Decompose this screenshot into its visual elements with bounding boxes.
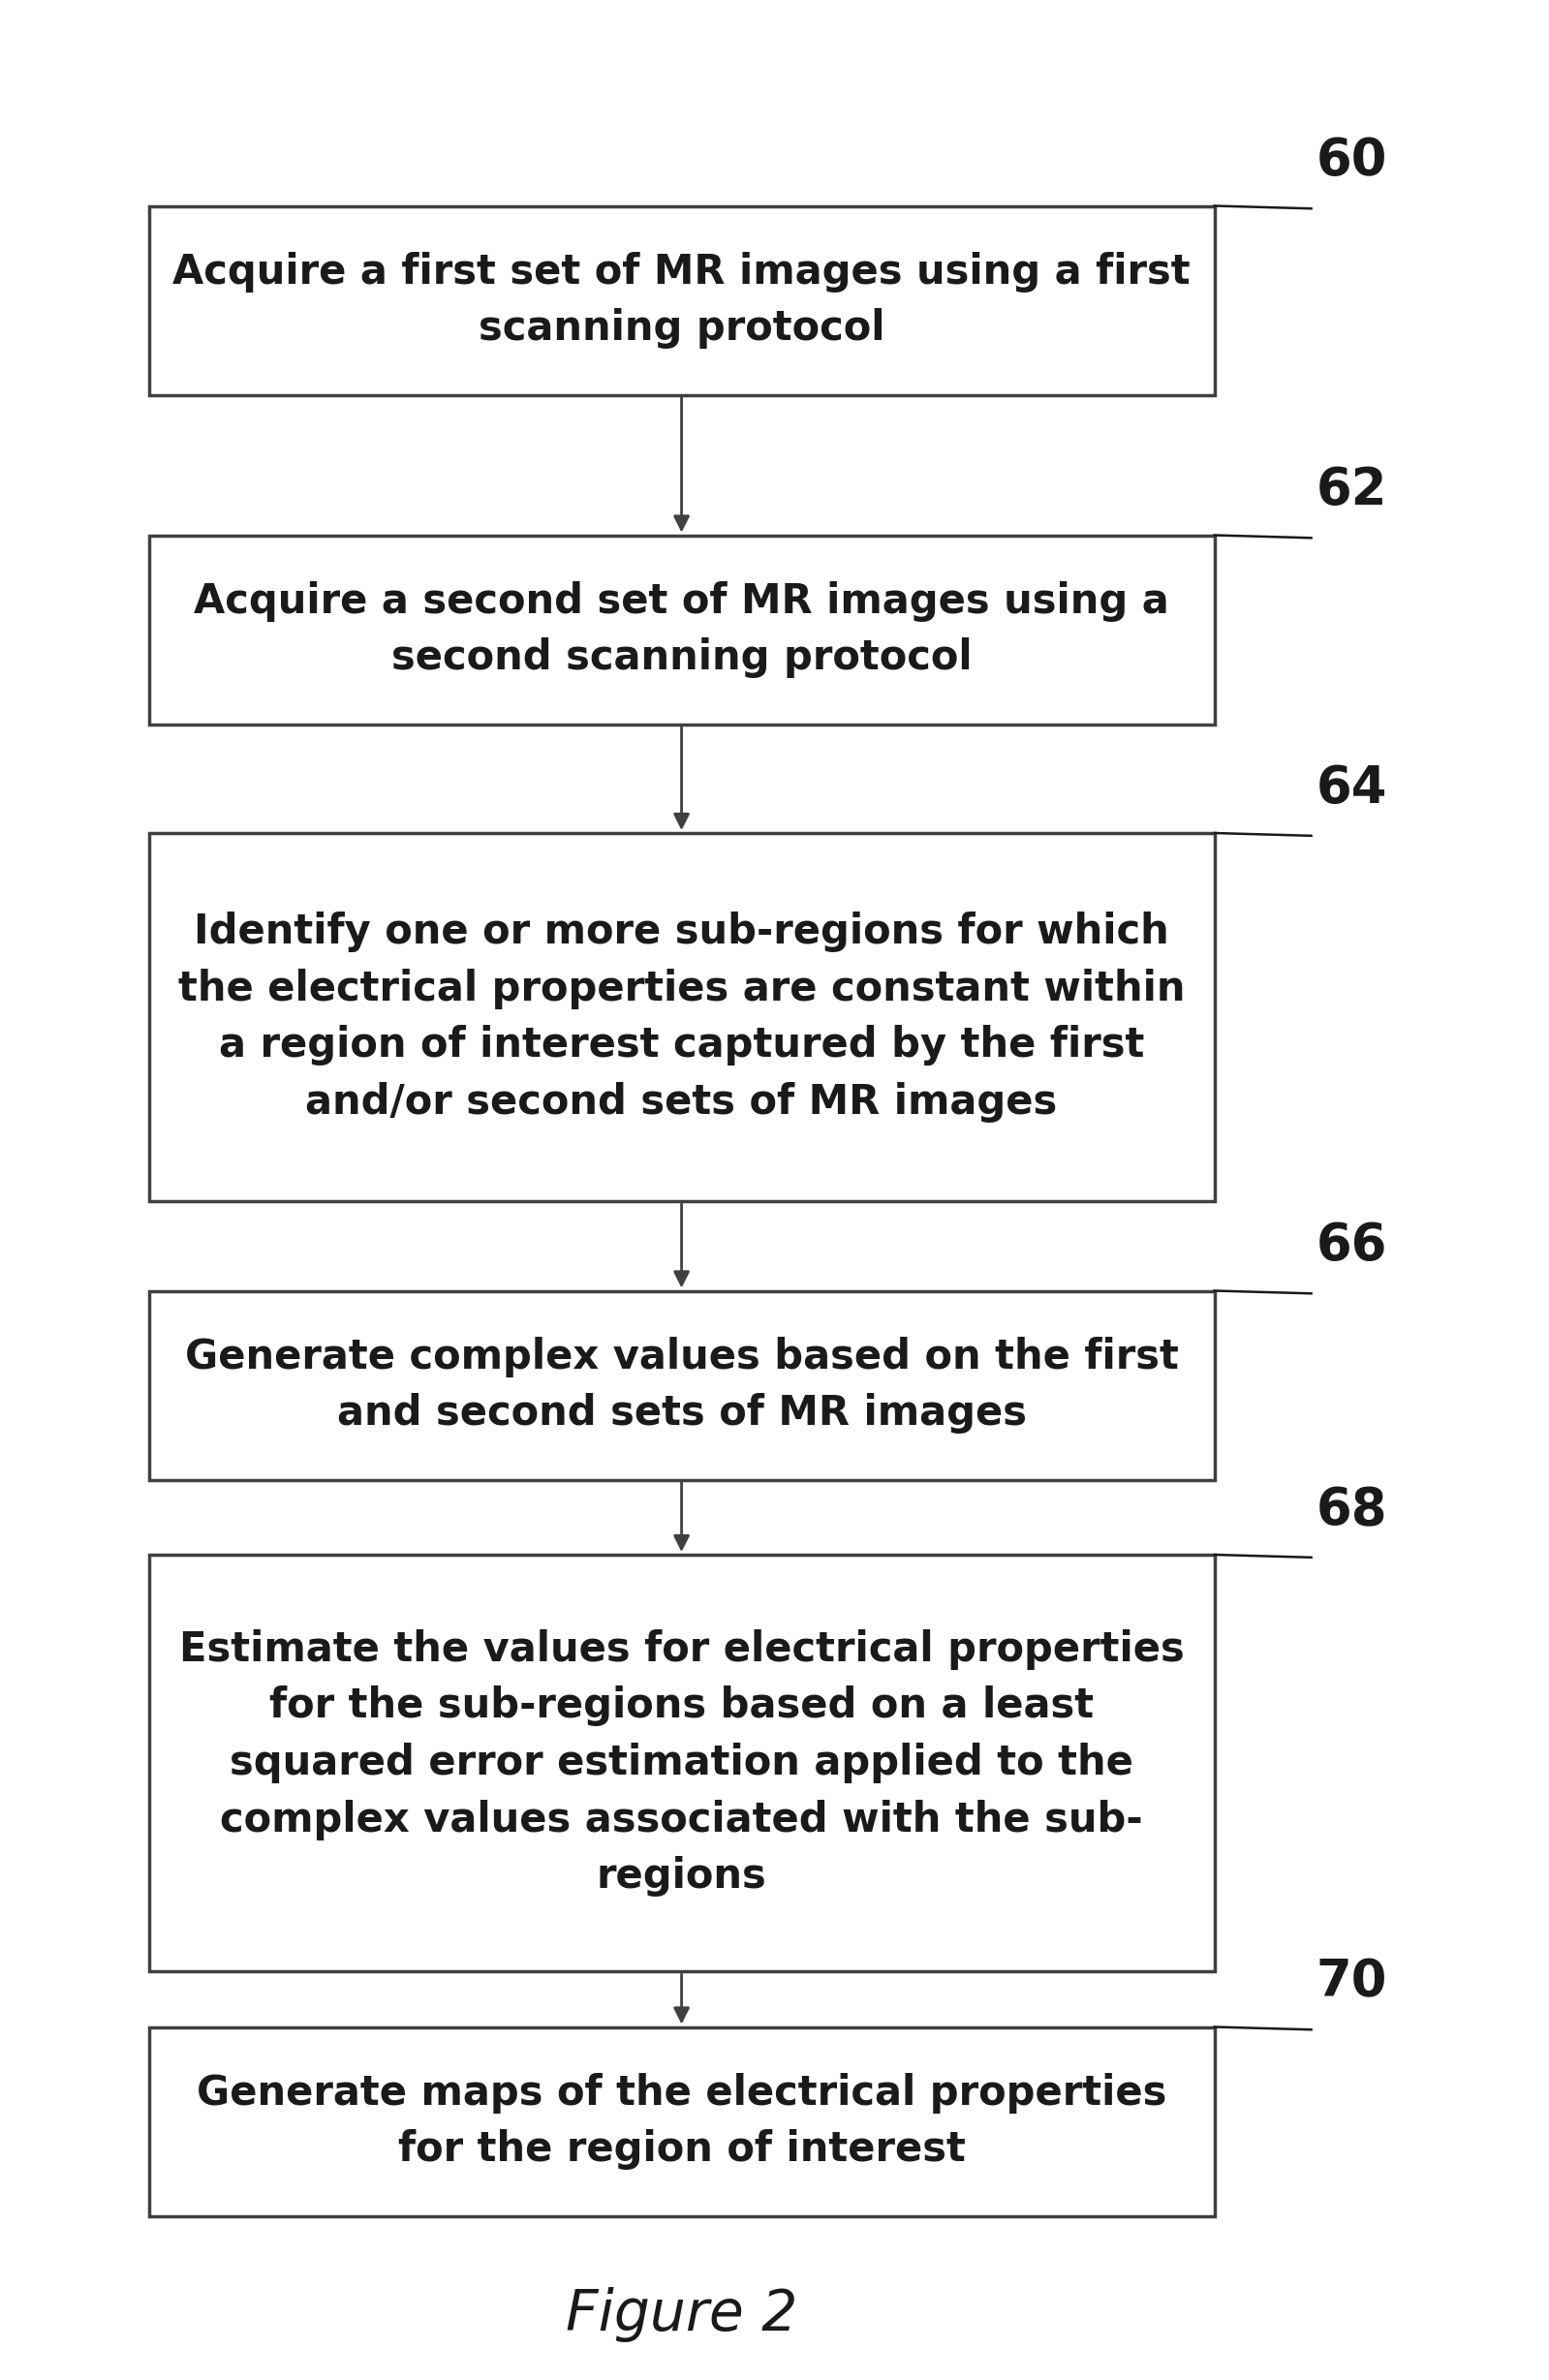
Text: 66: 66 bbox=[1317, 1221, 1388, 1271]
Bar bbox=[149, 205, 1214, 395]
Text: Acquire a first set of MR images using a first
scanning protocol: Acquire a first set of MR images using a… bbox=[172, 252, 1191, 350]
Text: 64: 64 bbox=[1317, 764, 1388, 814]
Text: 68: 68 bbox=[1317, 1485, 1388, 1535]
Text: Figure 2: Figure 2 bbox=[565, 2287, 798, 2342]
Text: 60: 60 bbox=[1317, 136, 1388, 186]
Text: Identify one or more sub-regions for which
the electrical properties are constan: Identify one or more sub-regions for whi… bbox=[178, 912, 1185, 1123]
Bar bbox=[149, 833, 1214, 1202]
Bar bbox=[149, 2028, 1214, 2216]
Text: Generate maps of the electrical properties
for the region of interest: Generate maps of the electrical properti… bbox=[197, 2073, 1166, 2171]
Bar bbox=[149, 1554, 1214, 1971]
Bar bbox=[149, 536, 1214, 724]
Text: Acquire a second set of MR images using a
second scanning protocol: Acquire a second set of MR images using … bbox=[194, 581, 1169, 678]
Text: 70: 70 bbox=[1317, 1956, 1388, 2009]
Text: Generate complex values based on the first
and second sets of MR images: Generate complex values based on the fir… bbox=[184, 1338, 1179, 1433]
Bar bbox=[149, 1290, 1214, 1480]
Text: 62: 62 bbox=[1317, 466, 1388, 516]
Text: Estimate the values for electrical properties
for the sub-regions based on a lea: Estimate the values for electrical prope… bbox=[180, 1630, 1183, 1897]
